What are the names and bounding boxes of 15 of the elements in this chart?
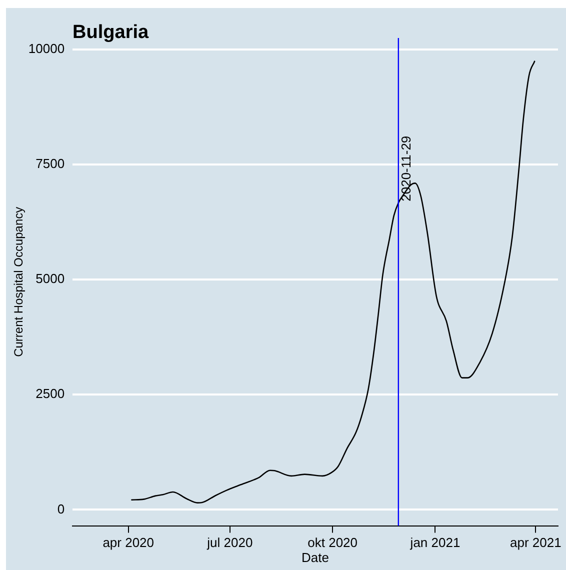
x-tick-label: jan 2021 — [409, 535, 460, 550]
x-tick-label: apr 2021 — [510, 535, 562, 550]
x-tick-label: apr 2020 — [102, 535, 154, 550]
y-axis-title: Current Hospital Occupancy — [12, 206, 26, 357]
line-series — [131, 60, 536, 504]
y-tick-label: 5000 — [36, 271, 65, 286]
y-tick-label: 7500 — [36, 156, 65, 172]
x-axis-title: Date — [302, 550, 330, 565]
x-tick-label: jul 2020 — [206, 535, 253, 550]
x-tick-label: okt 2020 — [308, 535, 358, 550]
ref-line-label: 2020-11-29 — [398, 136, 414, 202]
y-tick-label: 2500 — [36, 386, 65, 402]
chart-title: Bulgaria — [72, 22, 149, 43]
y-tick-label: 10000 — [28, 41, 65, 56]
y-tick-label: 0 — [57, 501, 65, 516]
